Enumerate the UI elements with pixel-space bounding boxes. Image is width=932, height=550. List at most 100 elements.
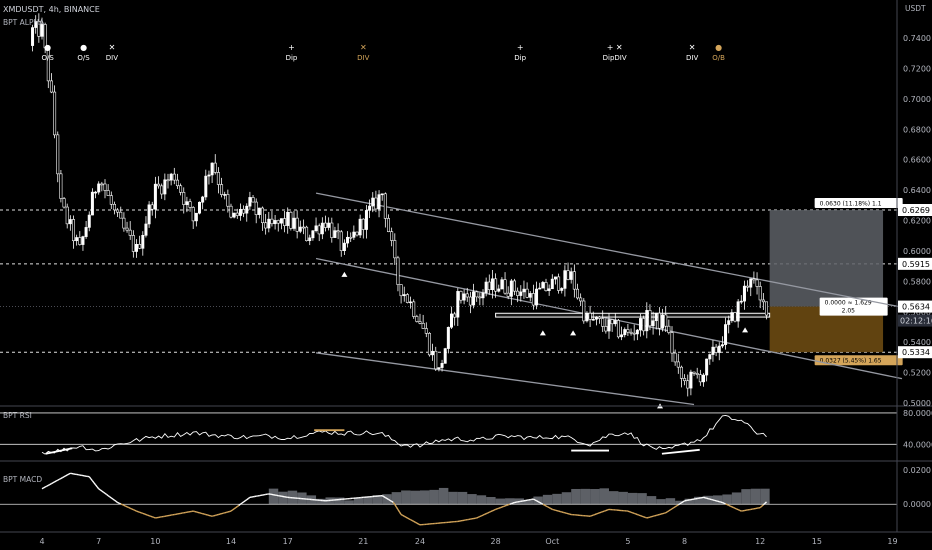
macd-histogram-bar <box>599 488 609 505</box>
candle-body <box>65 206 69 225</box>
macd-line-segment <box>550 507 553 510</box>
candle-body <box>94 191 98 194</box>
candle-body <box>670 332 674 354</box>
time-tick-label: 14 <box>226 537 236 546</box>
macd-line-segment <box>544 504 547 507</box>
macd-line-segment <box>90 478 93 482</box>
candle-body <box>752 278 756 281</box>
candle-body <box>298 226 302 232</box>
candle-body <box>739 300 743 303</box>
macd-line-segment <box>479 515 482 518</box>
candle-body <box>194 212 198 222</box>
macd-line-segment <box>241 501 245 504</box>
macd-line-segment <box>131 508 134 511</box>
macd-pane[interactable]: BPT MACD <box>0 472 897 526</box>
macd-line-segment <box>501 505 504 508</box>
rsi-pane[interactable]: BPT RSI <box>0 411 897 455</box>
candle-body <box>453 313 457 318</box>
macd-line-segment <box>490 510 493 513</box>
macd-line-segment <box>413 520 416 523</box>
macd-line-segment <box>57 478 60 481</box>
candle-body <box>708 354 712 360</box>
macd-line-segment <box>96 486 100 490</box>
candle-body <box>100 183 104 186</box>
candle-body <box>481 292 485 299</box>
candle-body <box>97 183 101 193</box>
macd-line-segment <box>383 495 386 499</box>
macd-line-segment <box>55 479 59 482</box>
macd-line-segment <box>381 495 385 498</box>
price-tick-label: 0.5400 <box>903 338 931 347</box>
macd-line-segment <box>481 514 484 517</box>
position-target-label: 0.0630 (11.18%) 1.1 <box>820 201 882 208</box>
candle-body <box>635 329 639 335</box>
macd-histogram-bar <box>646 496 657 505</box>
macd-line-segment <box>679 502 682 505</box>
macd-line-segment <box>153 516 156 519</box>
candle-body <box>62 198 66 208</box>
candle-body <box>676 361 680 368</box>
rsi-tick-label: 80.0000 <box>903 409 932 418</box>
candle-body <box>371 197 375 207</box>
macd-line-segment <box>402 514 405 517</box>
macd-line-segment <box>728 504 731 507</box>
candle-body <box>320 222 324 235</box>
macd-line-segment <box>677 503 681 506</box>
candle-body <box>487 281 491 290</box>
candle-body <box>31 27 35 46</box>
candle-body <box>525 288 529 298</box>
macd-line-segment <box>106 493 109 497</box>
candle-body <box>84 227 88 237</box>
candle-body <box>648 310 652 327</box>
time-tick-label: 8 <box>682 537 687 546</box>
position-entry-label: 2.05 <box>842 308 856 315</box>
macd-line-segment <box>637 513 640 516</box>
macd-line-segment <box>54 480 57 483</box>
signal-glyph: ✕ <box>109 43 116 52</box>
candle-body <box>550 278 554 290</box>
candle-body <box>528 293 532 298</box>
candle-body <box>374 197 378 210</box>
candle-body <box>440 363 444 368</box>
candle-body <box>377 194 381 210</box>
macd-histogram-bar <box>476 495 487 505</box>
candle-body <box>431 350 435 356</box>
macd-line-segment <box>129 507 133 510</box>
macd-histogram-bar <box>694 496 704 505</box>
candle-body <box>535 288 539 306</box>
candle-body <box>579 297 583 302</box>
candle-body <box>216 172 220 185</box>
candle-body <box>144 223 148 236</box>
candle-body <box>153 183 157 210</box>
candle-body <box>736 301 740 322</box>
macd-line-segment <box>604 509 607 512</box>
macd-line-segment <box>764 501 767 504</box>
macd-line-segment <box>52 481 55 484</box>
candle-body <box>34 21 38 28</box>
rsi-title: BPT RSI <box>3 411 32 420</box>
candle-body <box>305 226 309 242</box>
candle-body <box>717 345 721 353</box>
macd-line-segment <box>140 512 144 515</box>
candle-body <box>242 208 246 214</box>
time-tick-label: 19 <box>887 537 897 546</box>
candle-body <box>730 312 734 321</box>
candle-body <box>292 217 296 229</box>
candle-body <box>330 222 334 238</box>
candle-body <box>220 184 224 195</box>
macd-line-segment <box>230 509 233 512</box>
macd-line-segment <box>118 502 122 505</box>
candle-body <box>490 278 494 290</box>
price-tick-label: 0.6000 <box>903 247 931 256</box>
macd-line-segment <box>495 508 498 511</box>
candle-body <box>626 329 630 333</box>
macd-line-segment <box>731 506 734 509</box>
candle-body <box>352 231 356 238</box>
macd-line-segment <box>63 475 66 478</box>
signal-glyph: ● <box>44 43 51 52</box>
macd-line-segment <box>596 512 599 515</box>
macd-line-segment <box>47 483 51 486</box>
candle-body <box>459 291 463 301</box>
